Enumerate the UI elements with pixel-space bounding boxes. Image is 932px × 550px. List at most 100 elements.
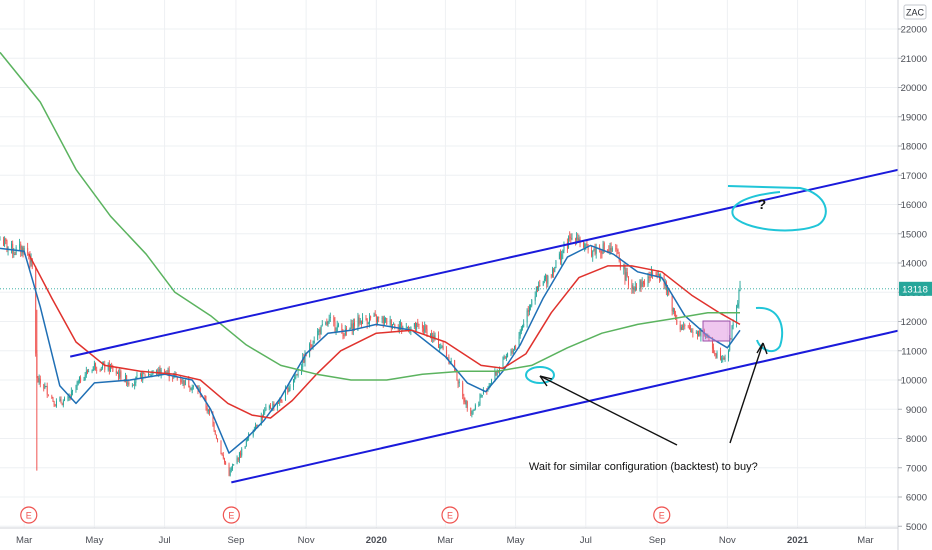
- currency-badge[interactable]: [903, 4, 927, 20]
- candle-body: [76, 382, 78, 387]
- candle-body: [6, 240, 8, 249]
- candle-body: [77, 381, 79, 384]
- candle-body: [127, 382, 129, 385]
- candle-body: [642, 281, 644, 284]
- candle-body: [143, 373, 145, 375]
- candle-body: [545, 276, 547, 280]
- candle-body: [341, 324, 343, 331]
- candle-body: [21, 246, 23, 254]
- candle-body: [674, 308, 675, 314]
- candle-body: [295, 374, 297, 378]
- candle-body: [224, 458, 225, 462]
- candle-body: [3, 239, 4, 246]
- candle-body: [378, 316, 380, 319]
- candle-body: [571, 237, 573, 239]
- candle-body: [430, 334, 431, 338]
- circle-marker-nov[interactable]: [755, 306, 784, 353]
- target-oval[interactable]: [727, 185, 827, 232]
- candle-body: [567, 242, 568, 250]
- candle-body: [593, 248, 595, 250]
- channel-upper-line[interactable]: [69, 168, 901, 358]
- candle-body: [212, 414, 214, 424]
- y-tick-label: 18000: [901, 142, 927, 153]
- circle-marker-may[interactable]: [525, 366, 555, 384]
- candle-body: [199, 388, 201, 395]
- candle-body: [724, 357, 726, 359]
- user-drawings[interactable]: [525, 185, 827, 446]
- candle-body: [29, 255, 31, 264]
- candle-body: [534, 296, 536, 301]
- y-tick-label: 14000: [901, 259, 927, 270]
- candle-body: [38, 378, 40, 383]
- candle-body: [99, 369, 101, 371]
- candle-body: [603, 242, 605, 251]
- candle-body: [651, 270, 652, 277]
- question-mark-annotation[interactable]: ?: [758, 196, 767, 212]
- candle-body: [561, 254, 563, 261]
- earnings-marker[interactable]: [222, 506, 240, 524]
- backtest-note-annotation[interactable]: Wait for similar configuration (backtest…: [529, 461, 758, 473]
- candle-body: [447, 357, 449, 359]
- candle-body: [151, 373, 153, 376]
- candle-body: [31, 258, 33, 268]
- candle-body: [384, 318, 385, 324]
- candle-body: [568, 237, 570, 249]
- trend-channel[interactable]: [69, 168, 901, 484]
- candle-body: [325, 322, 327, 325]
- candle-body: [385, 317, 387, 319]
- candle-body: [511, 350, 513, 353]
- candle-body: [632, 286, 634, 289]
- candle-body: [75, 386, 77, 390]
- candle-body: [431, 333, 433, 339]
- candle-body: [39, 378, 41, 384]
- candle-body: [668, 290, 670, 295]
- x-tick-label: May: [85, 535, 103, 546]
- candle-body: [59, 398, 61, 401]
- candle-body: [652, 271, 654, 275]
- candle-body: [472, 410, 474, 414]
- candle-body: [150, 374, 152, 376]
- candle-body: [240, 453, 242, 456]
- candle-body: [523, 323, 525, 328]
- candle-body: [207, 409, 209, 412]
- arrow-line-right[interactable]: [729, 342, 764, 444]
- candle-body: [233, 464, 235, 466]
- candle-body: [422, 324, 423, 329]
- candle-body: [296, 374, 298, 376]
- candle-body: [263, 412, 265, 418]
- candle-body: [575, 238, 576, 241]
- candle-body: [441, 345, 443, 348]
- candle-body: [68, 397, 70, 398]
- candle-body: [663, 274, 665, 286]
- candle-body: [413, 323, 415, 327]
- candle-body: [13, 253, 15, 256]
- highlight-box[interactable]: [702, 320, 731, 342]
- candle-body: [192, 385, 194, 387]
- candle-body: [120, 370, 122, 380]
- candle-body: [369, 317, 370, 324]
- candle-body: [257, 424, 259, 427]
- arrow-line-left[interactable]: [539, 375, 678, 446]
- earnings-marker[interactable]: [441, 506, 459, 524]
- channel-lower-line[interactable]: [231, 329, 901, 484]
- candle-body: [608, 250, 610, 252]
- candle-body: [321, 324, 323, 325]
- ma-line-3: [0, 51, 740, 381]
- candle-body: [350, 323, 352, 329]
- candle-body: [474, 405, 476, 410]
- candle-body: [609, 248, 611, 251]
- candle-body: [577, 238, 579, 242]
- candle-body: [183, 380, 185, 386]
- earnings-marker[interactable]: [20, 506, 38, 524]
- candle-body: [424, 325, 426, 333]
- text-annotations[interactable]: ? Wait for similar configuration (backtes…: [529, 196, 766, 473]
- candle-body: [644, 283, 646, 285]
- candle-body: [531, 299, 533, 306]
- candle-body: [357, 316, 359, 328]
- earnings-marker[interactable]: [653, 506, 671, 524]
- candle-body: [494, 371, 496, 381]
- candle-body: [617, 250, 619, 254]
